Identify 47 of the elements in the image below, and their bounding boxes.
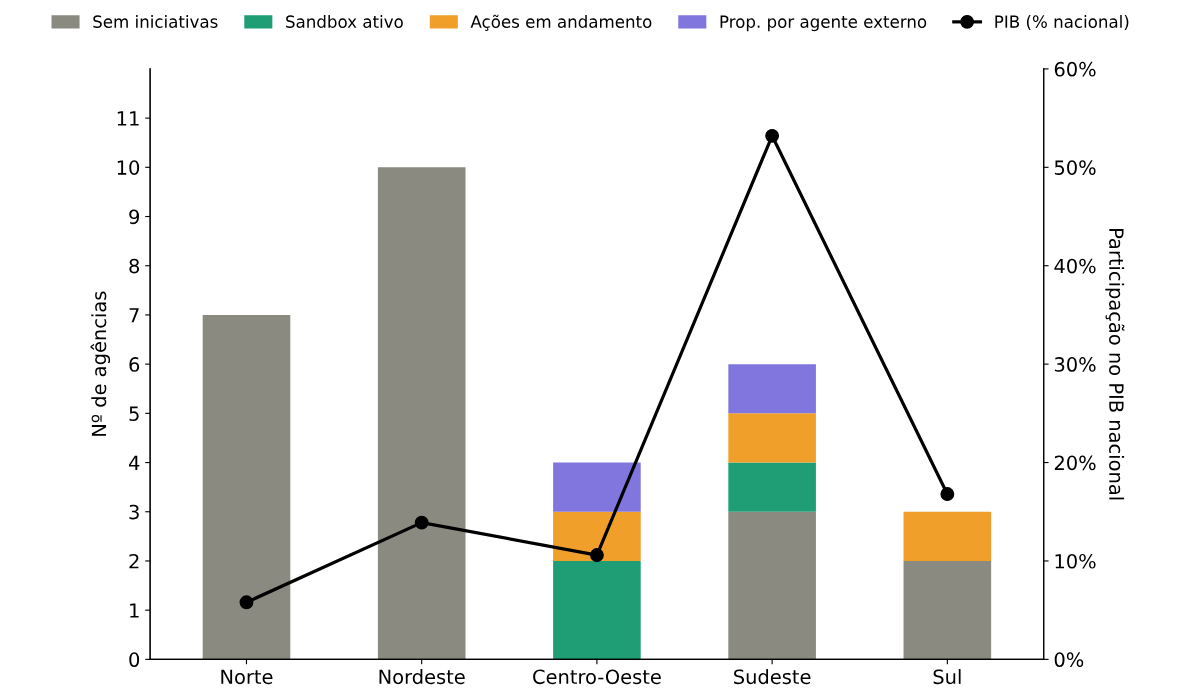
y-tick-label: 8 [129, 258, 140, 274]
point [765, 128, 780, 143]
y2-tick-label: 30% [1054, 357, 1096, 372]
y2-tick-label: 60% [1054, 61, 1096, 77]
bar [202, 314, 291, 660]
y-tick-label: 11 [117, 111, 139, 126]
bar [728, 462, 816, 512]
x-tick-label: Sul [933, 669, 961, 685]
y2-tick-label: 0% [1054, 652, 1084, 668]
legend-label: Sandbox ativo [286, 15, 403, 28]
y-tick-label: 7 [129, 308, 139, 323]
y2-axis-title: Participação no PIB nacional [1105, 229, 1125, 500]
bar [553, 560, 641, 660]
y-tick-label: 5 [129, 406, 139, 422]
x-tick-label: Sudeste [734, 669, 811, 685]
bar [903, 511, 992, 561]
y-tick-label: 9 [129, 209, 140, 225]
y2-tick-label: 40% [1054, 258, 1096, 274]
y-tick-label: 1 [130, 603, 139, 618]
y-tick-label: 2 [129, 553, 139, 569]
y2-tick-label: 20% [1054, 455, 1096, 471]
y2-tick-label: 50% [1054, 160, 1096, 175]
bar [553, 511, 641, 561]
x-tick-label: Centro-Oeste [533, 669, 661, 685]
y-tick-label: 4 [128, 455, 140, 470]
bar [377, 167, 466, 660]
legend-label: Sem iniciativas [93, 15, 218, 28]
legend-label: Ações em andamento [470, 14, 652, 31]
x-tick-label: Norte [221, 669, 273, 685]
y2-tick-label: 10% [1055, 553, 1096, 569]
y-tick-label: 6 [129, 357, 140, 372]
y-tick-label: 0 [129, 652, 140, 668]
legend-label: Prop. por agente externo [720, 15, 927, 32]
x-tick-label: Nordeste [379, 669, 465, 685]
bar [728, 364, 816, 414]
bar [728, 511, 816, 660]
y-axis-title: Nº de agências [90, 291, 111, 436]
y-tick-label: 10 [117, 160, 140, 175]
legend-label: PIB (% nacional) [995, 15, 1129, 30]
bar [553, 462, 641, 512]
y-tick-label: 3 [129, 504, 139, 520]
bar [728, 413, 816, 463]
point [414, 515, 429, 530]
point [940, 487, 955, 501]
point [239, 595, 254, 610]
point [589, 548, 604, 563]
bar [903, 560, 992, 660]
